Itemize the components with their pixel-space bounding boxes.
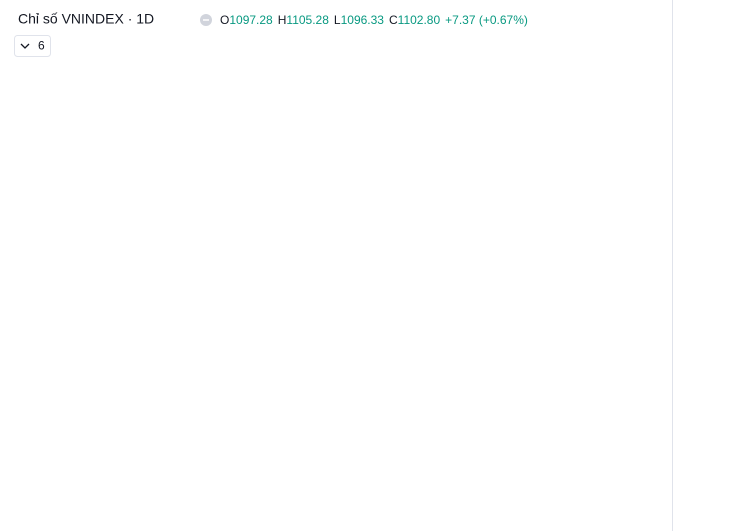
chart-title: Chỉ số VNINDEX · 1D	[18, 11, 154, 27]
legend-value: 1105.28	[286, 13, 329, 27]
legend-key: O	[220, 13, 229, 27]
legend-change: +7.37 (+0.67%)	[445, 13, 528, 27]
legend-key: L	[334, 13, 341, 27]
legend-key: C	[389, 13, 398, 27]
legend-value: 1097.28	[229, 13, 273, 27]
legend-value: 1096.33	[341, 13, 385, 27]
indicators-toggle[interactable]	[14, 35, 51, 57]
indicator-count: 6	[38, 39, 45, 53]
legend-value: 1102.80	[398, 13, 441, 27]
chevron	[20, 43, 30, 49]
legend-key: H	[278, 13, 287, 27]
ohlc-legend: O1097.28 H1105.28 L1096.33 C1102.80 +7.37 (+…	[220, 13, 528, 27]
